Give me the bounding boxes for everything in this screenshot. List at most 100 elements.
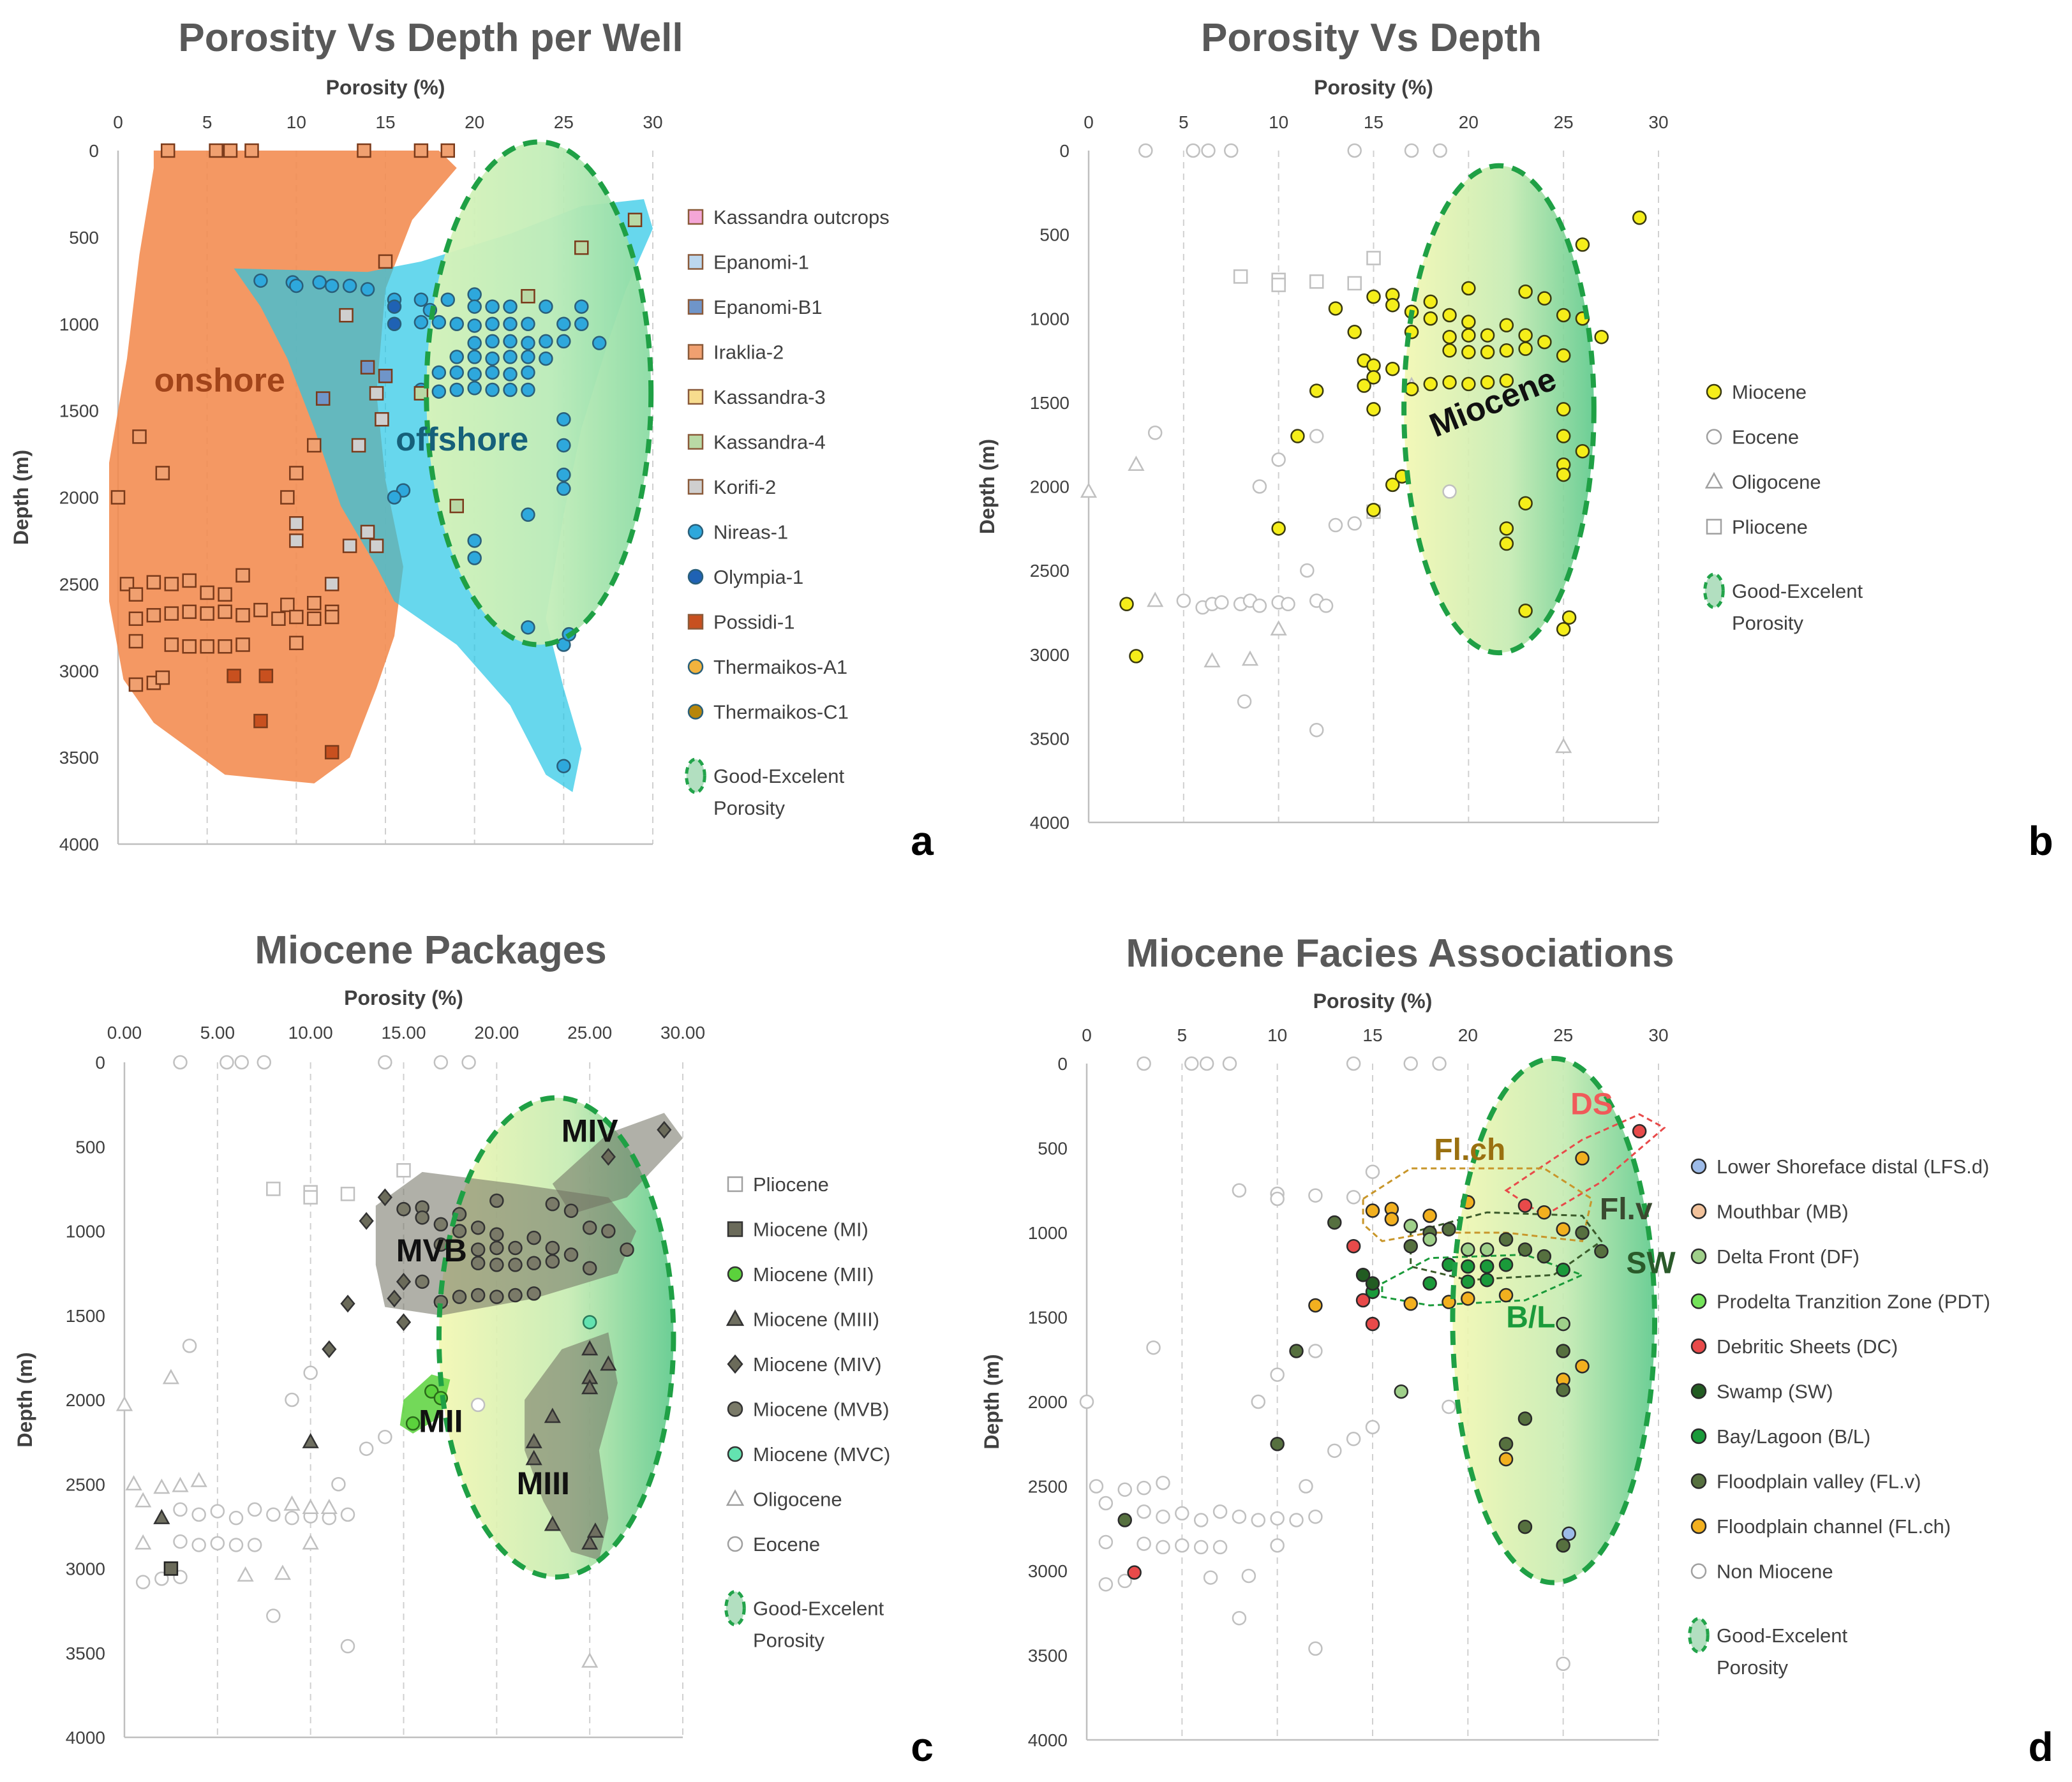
x-tick-label: 10: [1267, 1025, 1287, 1045]
y-tick-label: 3500: [66, 1644, 105, 1663]
legend-label: Miocene (MVB): [753, 1399, 890, 1421]
x-tick-label: 25: [554, 112, 574, 132]
data-point: [1309, 722, 1324, 738]
data-point: [303, 1365, 318, 1380]
y-tick-label: 2500: [1030, 561, 1070, 581]
y-tick-label: 3500: [1030, 729, 1070, 748]
data-point: [521, 289, 535, 304]
x-tick-label: 0: [1084, 112, 1094, 132]
data-point: [1556, 429, 1571, 443]
data-point: [452, 1289, 467, 1304]
data-point: [1232, 1509, 1247, 1524]
legend-label: Pliocene: [753, 1173, 829, 1196]
data-point: [1422, 1232, 1437, 1247]
data-point: [1222, 1056, 1237, 1071]
data-point: [173, 1055, 188, 1070]
data-point: [1385, 477, 1400, 493]
data-point: [1241, 1568, 1256, 1584]
data-point: [1537, 1205, 1552, 1220]
legend-marker-miocene-miii: [726, 1309, 745, 1326]
legend-label: Eocene: [1732, 426, 1799, 449]
x-axis-title: Porosity (%): [1313, 990, 1433, 1013]
legend-label: Good-Excelent: [713, 765, 844, 787]
data-point: [1193, 1540, 1209, 1555]
data-point: [182, 1339, 197, 1353]
legend-marker-good-excelent-porosity: [685, 757, 706, 794]
data-point: [1442, 329, 1457, 345]
data-point: [1403, 1238, 1418, 1254]
data-point: [1517, 1519, 1533, 1534]
data-point: [209, 143, 223, 158]
data-point: [164, 606, 179, 621]
data-point: [1117, 1482, 1132, 1497]
y-tick-label: 500: [1038, 1139, 1068, 1159]
legend-marker-swamp-sw: [1690, 1383, 1707, 1399]
x-tick-label: 15: [375, 112, 395, 132]
data-point: [258, 669, 274, 683]
y-tick-label: 0: [89, 141, 99, 161]
data-point: [164, 577, 179, 591]
y-tick-label: 0: [1057, 1054, 1068, 1074]
legend-marker-pliocene: [1706, 519, 1722, 535]
data-point: [274, 1564, 292, 1580]
data-point: [1232, 1183, 1247, 1198]
data-point: [521, 365, 535, 380]
data-point: [467, 533, 482, 548]
data-point: [163, 1561, 179, 1576]
good-porosity-outline: [1401, 163, 1597, 656]
data-point: [1137, 1536, 1151, 1551]
data-point: [116, 1395, 133, 1411]
data-point: [153, 1478, 170, 1494]
series-eocene: [135, 1055, 486, 1654]
data-point: [324, 745, 339, 760]
data-point: [110, 490, 126, 505]
data-point: [503, 382, 518, 397]
data-point: [1556, 1344, 1570, 1358]
series-floodplain-valley-fl-v: [1117, 1215, 1609, 1553]
data-point: [271, 611, 286, 626]
legend-label: Good-Excelent: [753, 1598, 884, 1620]
x-tick-label: 25: [1554, 112, 1574, 132]
data-point: [340, 1638, 355, 1654]
data-point: [1556, 622, 1571, 637]
data-point: [210, 1504, 225, 1518]
data-point: [1365, 1203, 1380, 1218]
data-point: [467, 350, 482, 364]
y-tick-label: 0: [1059, 141, 1070, 161]
legend-label: Delta Front (DF): [1717, 1245, 1860, 1268]
x-tick-label: 10: [1269, 112, 1288, 132]
legend-marker-miocene: [1706, 383, 1722, 400]
legend-marker-nireas-1: [687, 524, 704, 540]
flch-outline: [1362, 1167, 1593, 1242]
data-point: [128, 677, 144, 692]
data-point: [1499, 521, 1514, 536]
legend-marker-olympia-1: [687, 568, 704, 585]
data-point: [521, 350, 535, 364]
data-point: [1366, 358, 1381, 373]
data-point: [581, 1534, 599, 1550]
data-point: [378, 254, 393, 269]
data-point: [563, 1203, 579, 1219]
x-axis-title: Porosity (%): [326, 76, 445, 99]
data-point: [1556, 1656, 1570, 1671]
data-point: [433, 1217, 449, 1232]
legend-marker-epanomi-b1: [687, 299, 704, 315]
y-tick-label: 3000: [66, 1559, 105, 1579]
data-point: [1556, 402, 1571, 417]
data-point: [1127, 1565, 1142, 1580]
data-point: [1251, 1394, 1266, 1409]
data-point: [1556, 1538, 1570, 1553]
data-point: [247, 1502, 262, 1517]
data-point: [405, 1416, 421, 1431]
data-point: [556, 412, 571, 427]
data-point: [266, 1507, 281, 1522]
legend-marker-kassandra-3: [687, 389, 704, 405]
legend-marker-good-excelent-porosity: [1688, 1617, 1710, 1654]
data-point: [378, 369, 393, 383]
data-point: [153, 1509, 170, 1524]
x-tick-label: 15.00: [381, 1023, 426, 1043]
data-point: [1480, 345, 1495, 360]
legend-label: Nireas-1: [713, 521, 788, 544]
data-point: [414, 292, 429, 307]
chart-title: Porosity Vs Depth: [1201, 16, 1542, 60]
